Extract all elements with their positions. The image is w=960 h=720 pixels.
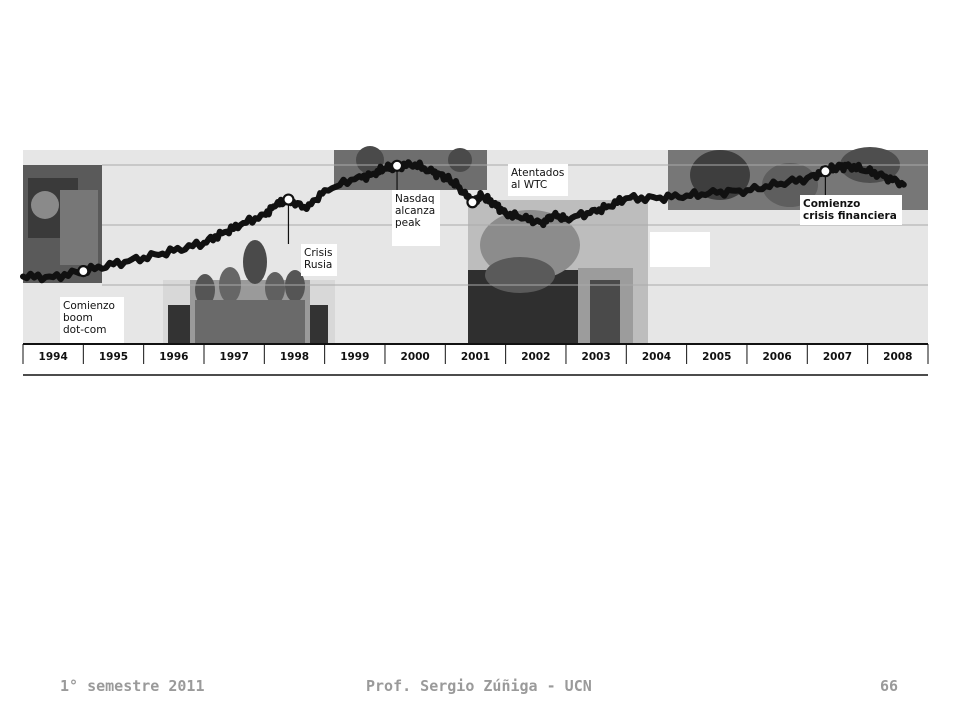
photo-portrait-1994 <box>23 165 102 283</box>
photo-wtc-2001 <box>468 200 648 344</box>
annotation-box <box>508 164 568 196</box>
annotation-box <box>800 195 902 225</box>
year-label: 2006 <box>763 351 792 363</box>
annotation-label: peak <box>395 217 422 229</box>
year-label: 2008 <box>883 351 912 363</box>
year-label: 2007 <box>823 351 852 363</box>
photo-kremlin-1996 <box>163 240 335 344</box>
annotation-label: al WTC <box>511 179 547 191</box>
annotation-label: Crisis <box>304 247 332 259</box>
year-label: 2005 <box>702 351 731 363</box>
annotation-label: Rusia <box>304 259 332 271</box>
year-label: 2003 <box>582 351 611 363</box>
annotation-label: Atentados <box>511 167 564 179</box>
event-marker <box>466 196 479 209</box>
annotation-label: boom <box>63 312 93 324</box>
annotation-label: Comienzo <box>803 198 860 210</box>
annotation-label: crisis financiera <box>803 210 897 222</box>
annotation-label: dot-com <box>63 324 106 336</box>
year-label: 1994 <box>39 351 68 363</box>
year-label: 2000 <box>401 351 430 363</box>
annotation-box <box>60 297 124 343</box>
year-axis: 1994 1995 1996 1997 1998 1999 2000 2001 2002 2003… <box>22 343 929 376</box>
year-label: 1998 <box>280 351 309 363</box>
event-marker <box>390 159 404 172</box>
photo-nasdaq-1999 <box>334 146 487 190</box>
year-label: 1995 <box>99 351 128 363</box>
year-label: 2002 <box>521 351 550 363</box>
annotation-label: alcanza <box>395 205 435 217</box>
footer-page-number: 66 <box>880 677 899 695</box>
annotation-label: Comienzo <box>63 300 115 312</box>
annotation-boxes <box>60 164 902 343</box>
event-markers <box>77 159 832 278</box>
annotation-box <box>392 190 440 246</box>
photo-collage <box>23 146 928 344</box>
year-label: 1999 <box>340 351 369 363</box>
year-label: 1996 <box>159 351 188 363</box>
white-patch <box>650 232 710 267</box>
year-label: 2001 <box>461 351 490 363</box>
footer-author: Prof. Sergio Zúñiga - UCN <box>366 677 592 695</box>
event-annotations: Comienzoboomdot-comCrisisRusiaNasdaqalca… <box>63 167 897 336</box>
annotation-label: Nasdaq <box>395 193 435 205</box>
year-label: 2004 <box>642 351 671 363</box>
event-marker <box>77 265 90 278</box>
event-marker <box>819 165 832 178</box>
year-label: 1997 <box>220 351 249 363</box>
event-marker <box>282 193 295 206</box>
footer-semester: 1° semestre 2011 <box>60 677 205 695</box>
annotation-box <box>301 244 337 276</box>
